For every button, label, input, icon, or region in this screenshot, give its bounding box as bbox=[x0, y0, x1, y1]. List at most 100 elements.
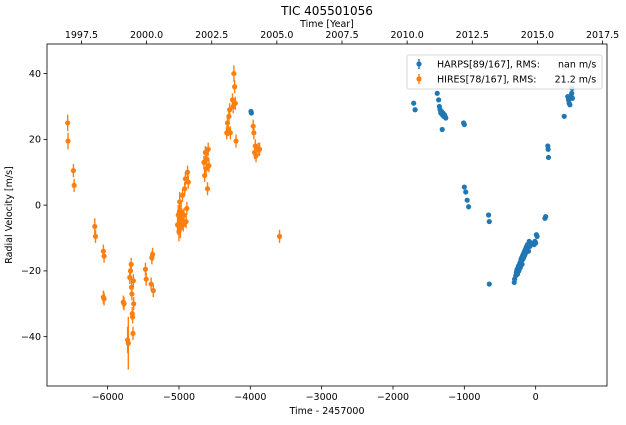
data-point-1-67 bbox=[233, 134, 239, 148]
data-point-0-17 bbox=[461, 184, 467, 190]
data-point-1-44 bbox=[183, 215, 189, 229]
marker bbox=[251, 130, 257, 136]
marker bbox=[256, 146, 263, 152]
data-point-1-1 bbox=[65, 132, 71, 150]
legend-entry-harps: HARPS[89/167], RMS: nan m/s bbox=[416, 59, 596, 71]
data-point-1-53 bbox=[204, 182, 211, 196]
top-x-axis: 1997.5 2000.0 2002.5 2005.0 2007.5 2010.0 2012… bbox=[65, 30, 619, 44]
marker bbox=[443, 115, 449, 121]
data-point-0-68 bbox=[533, 240, 539, 246]
legend-box bbox=[406, 54, 603, 90]
marker bbox=[142, 266, 149, 272]
data-point-0-16 bbox=[461, 121, 467, 128]
data-point-1-42 bbox=[182, 182, 188, 196]
marker bbox=[231, 70, 237, 77]
marker bbox=[411, 100, 417, 106]
top-tick-label: 2005.0 bbox=[260, 30, 293, 41]
marker bbox=[466, 204, 472, 210]
marker bbox=[253, 153, 259, 159]
y-tick-label: 40 bbox=[29, 69, 41, 80]
marker bbox=[567, 102, 573, 108]
x-tick-label: −6000 bbox=[92, 392, 124, 403]
data-point-0-75 bbox=[545, 154, 552, 161]
marker bbox=[461, 121, 467, 128]
marker bbox=[150, 288, 156, 294]
y-tick-label: 0 bbox=[35, 200, 41, 211]
data-point-0-61 bbox=[525, 248, 532, 254]
x-tick-label: −2000 bbox=[377, 392, 409, 403]
legend-harps-marker bbox=[416, 61, 422, 67]
data-point-1-22 bbox=[130, 274, 136, 288]
data-point-1-66 bbox=[232, 96, 238, 110]
x-tick-label: 0 bbox=[533, 392, 539, 403]
data-point-1-23 bbox=[131, 297, 137, 311]
marker bbox=[65, 120, 71, 126]
data-point-1-4 bbox=[92, 218, 98, 235]
data-point-1-39 bbox=[179, 188, 186, 202]
data-point-0-18 bbox=[463, 189, 469, 195]
marker bbox=[128, 261, 134, 267]
top-tick-label: 2010.0 bbox=[391, 30, 424, 41]
data-point-0-83 bbox=[569, 90, 575, 96]
marker bbox=[130, 278, 136, 284]
data-point-1-46 bbox=[184, 165, 191, 179]
data-point-1-74 bbox=[256, 142, 263, 156]
marker bbox=[70, 168, 76, 174]
y-axis: −40 −20 0 20 40 bbox=[21, 69, 47, 343]
data-point-0-85 bbox=[569, 95, 576, 101]
data-point-0-14 bbox=[439, 126, 445, 133]
marker bbox=[182, 186, 188, 192]
data-point-1-69 bbox=[251, 126, 257, 140]
data-point-0-76 bbox=[561, 113, 567, 119]
marker bbox=[525, 248, 532, 254]
data-point-0-72 bbox=[543, 214, 549, 220]
top-tick-label: 1997.5 bbox=[65, 30, 98, 41]
data-point-1-16 bbox=[128, 257, 134, 271]
top-tick-label: 2017.5 bbox=[586, 30, 619, 41]
marker bbox=[248, 110, 254, 116]
marker bbox=[121, 301, 127, 307]
marker bbox=[179, 192, 186, 198]
marker bbox=[65, 138, 71, 144]
data-point-1-54 bbox=[205, 142, 211, 156]
top-tick-label: 2015.0 bbox=[521, 30, 554, 41]
data-point-1-18 bbox=[129, 287, 135, 301]
marker bbox=[250, 123, 256, 129]
data-point-0-70 bbox=[534, 233, 540, 239]
data-point-0-2 bbox=[434, 90, 440, 96]
data-point-0-0 bbox=[411, 100, 417, 106]
data-point-1-24 bbox=[142, 262, 149, 276]
marker bbox=[486, 281, 492, 287]
data-point-1-60 bbox=[227, 103, 233, 117]
legend: HARPS[89/167], RMS: nan m/s HIRES[78/167… bbox=[406, 54, 603, 90]
marker bbox=[92, 223, 98, 230]
marker bbox=[149, 251, 156, 258]
marker bbox=[131, 301, 137, 307]
marker bbox=[184, 205, 190, 212]
marker bbox=[545, 146, 551, 152]
bottom-x-axis: −6000 −5000 −4000 −3000 −2000 −1000 0 bbox=[92, 386, 539, 403]
data-point-0-1 bbox=[412, 107, 418, 113]
y-tick-label: −20 bbox=[21, 266, 41, 277]
marker bbox=[232, 84, 238, 90]
x-tick-label: −5000 bbox=[163, 392, 195, 403]
marker bbox=[127, 268, 134, 274]
marker bbox=[412, 107, 418, 113]
marker bbox=[464, 197, 470, 203]
data-point-1-28 bbox=[149, 247, 156, 262]
marker bbox=[148, 281, 154, 287]
data-point-1-11 bbox=[121, 297, 127, 311]
marker bbox=[543, 214, 549, 220]
marker bbox=[129, 291, 135, 297]
marker bbox=[439, 126, 445, 133]
data-point-0-13 bbox=[443, 115, 449, 121]
data-point-0-87 bbox=[248, 110, 254, 116]
legend-hires-label: HIRES[78/167], RMS: 21.2 m/s bbox=[437, 75, 596, 86]
data-point-1-9 bbox=[101, 292, 107, 306]
data-point-1-21 bbox=[130, 326, 136, 340]
chart-title: TIC 405501056 bbox=[280, 4, 373, 18]
plot-area-frame bbox=[46, 43, 608, 387]
data-point-1-55 bbox=[206, 159, 212, 173]
top-tick-label: 2012.5 bbox=[456, 30, 489, 41]
top-tick-label: 2007.5 bbox=[325, 30, 358, 41]
